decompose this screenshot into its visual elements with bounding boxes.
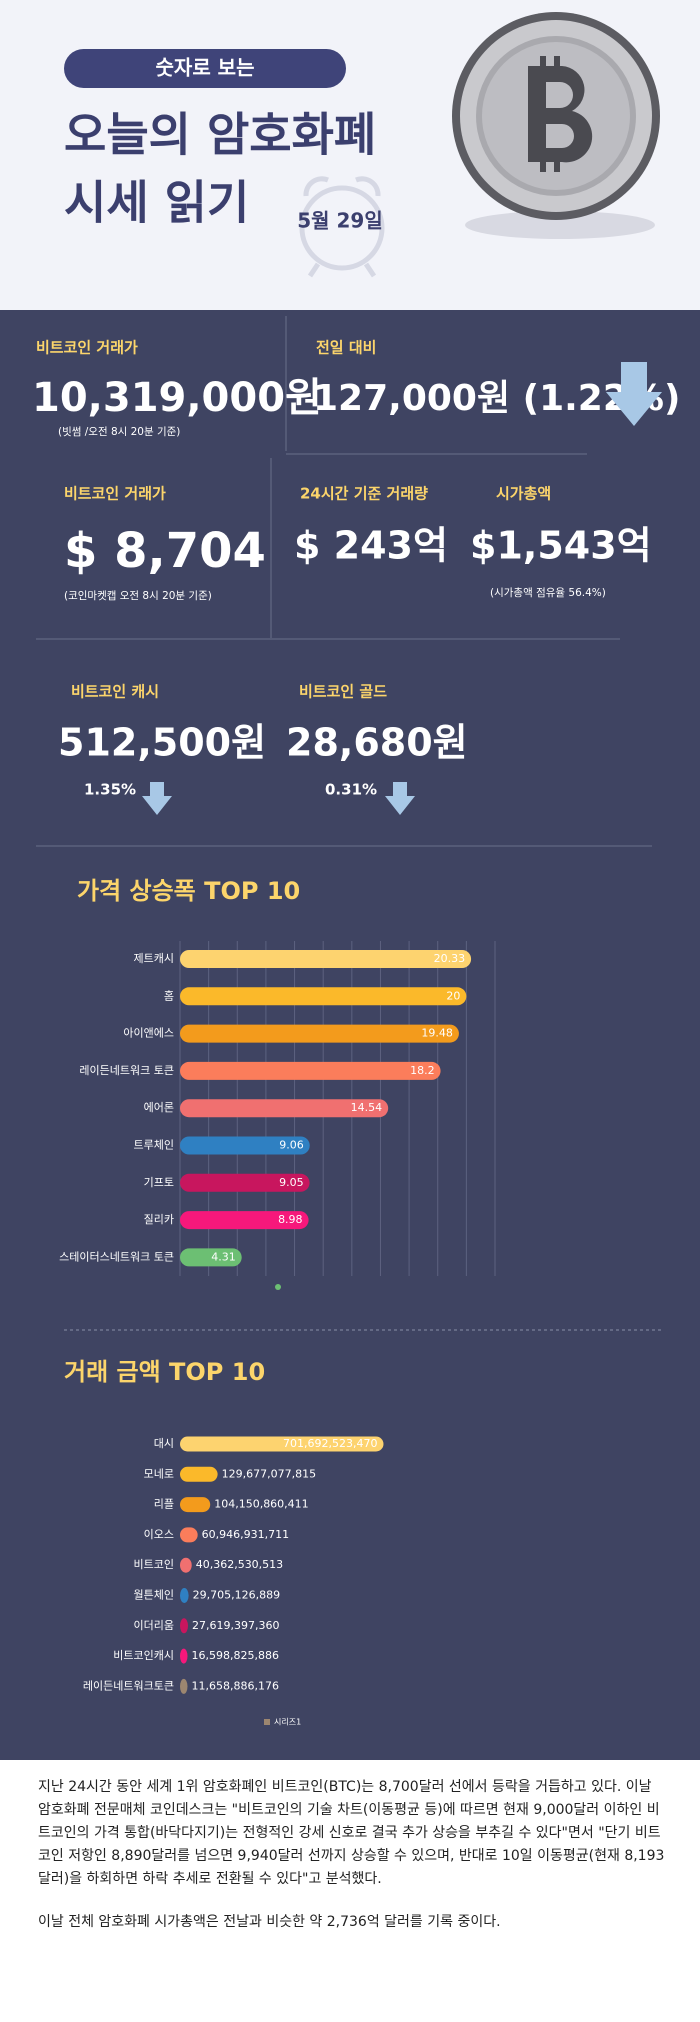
down-arrow [606,362,662,426]
bar [180,1099,389,1118]
legend-swatch [275,1284,281,1290]
bar [180,1211,309,1230]
legend-label: 시리즈1 [274,1718,301,1727]
down-arrow [385,782,415,815]
value-label: 16,598,825,886 [192,1649,279,1662]
bar [180,987,467,1006]
bar [180,1678,188,1694]
value-label: 9.06 [279,1139,304,1152]
legend-swatch [264,1719,270,1725]
category-label: 에어론 [144,1101,174,1114]
category-label: 홈 [164,988,174,1002]
value-label: 60,946,931,711 [202,1528,289,1541]
value-label: 20 [446,989,460,1002]
date: 5월 29일 [297,209,383,233]
value-label: 8.98 [278,1213,303,1226]
category-label: 트루체인 [134,1139,174,1152]
category-label: 질리카 [144,1213,174,1226]
category-label: 아이앤에스 [123,1027,174,1040]
title-line: 오늘의 암호화폐 [64,108,376,162]
category-label: 비트코인 [134,1558,174,1571]
stat-note: (코인마켓캡 오전 8시 20분 기준) [64,590,212,602]
bitcoin-coin [452,12,660,239]
stat-value: $ 243억 [294,524,448,568]
bar [180,1136,310,1155]
chart-title: 가격 상승폭 TOP 10 [77,877,300,905]
bar [180,1618,189,1634]
stat-label: 전일 대비 [316,339,376,357]
chart-title: 거래 금액 TOP 10 [64,1358,265,1386]
value-label: 19.48 [421,1027,453,1040]
value-label: 9.05 [279,1176,304,1189]
stat-label: 비트코인 거래가 [64,485,166,503]
category-label: 이더리움 [134,1619,174,1632]
bar [180,950,472,968]
bar [180,1024,459,1043]
category-label: 비트코인캐시 [113,1649,174,1662]
article: 지난 24시간 동안 세계 1위 암호화폐인 비트코인(BTC)는 8,700달… [38,1776,666,1954]
bar [180,1436,384,1452]
bar [180,1648,188,1664]
bar [180,1557,192,1573]
category-label: 스테이터스네트워크 토큰 [59,1250,174,1263]
badge-bg [64,49,346,88]
stat-label: 시가총액 [496,485,551,503]
value-label: 18.2 [410,1064,435,1077]
stat-value: $1,543억 [470,524,652,568]
bar [180,1248,242,1267]
paragraph: 이날 전체 암호화폐 시가총액은 전날과 비슷한 약 2,736억 달러를 기록… [38,1914,501,1930]
value-label: 29,705,126,889 [193,1589,280,1602]
value-label: 104,150,860,411 [214,1498,308,1511]
bar [180,1588,189,1603]
stat-change: 1.35% [84,781,136,799]
category-label: 대시 [154,1437,174,1450]
bar [180,1466,218,1482]
value-label: 129,677,077,815 [222,1467,316,1480]
category-label: 이오스 [144,1528,174,1541]
bar [180,1527,198,1543]
category-label: 레이든네트워크 토큰 [79,1064,174,1077]
clock-icon [299,176,385,278]
stat-label: 비트코인 거래가 [36,339,138,357]
stat-note: (시가총액 점유율 56.4%) [490,587,606,599]
stat-change: 0.31% [325,781,377,799]
category-label: 레이든네트워크토큰 [83,1679,174,1692]
paragraph: 지난 24시간 동안 세계 1위 암호화폐인 비트코인(BTC)는 8,700달… [38,1779,665,1887]
stat-label: 비트코인 캐시 [71,683,159,701]
category-label: 모네로 [144,1467,174,1480]
category-label: 기프토 [144,1176,174,1189]
bar [180,1061,441,1080]
stat-note: (빗썸 /오전 8시 20분 기준) [58,426,180,438]
stat-value: 10,319,000원 [32,375,322,421]
value-label: 27,619,397,360 [192,1619,279,1632]
value-label: 11,658,886,176 [192,1679,279,1692]
stat-value: 512,500원 [58,721,266,765]
category-label: 제트캐시 [134,952,174,965]
bar [180,1173,310,1192]
value-label: 14.54 [351,1101,383,1114]
category-label: 월튼체인 [134,1589,174,1602]
down-arrow [142,782,172,815]
category-label: 리플 [154,1498,174,1511]
stat-value: $ 8,704 [64,523,266,579]
value-label: 40,362,530,513 [196,1558,283,1571]
value-label: 701,692,523,470 [283,1437,377,1450]
value-label: 20.33 [434,952,466,965]
bar [180,1497,211,1513]
value-label: 4.31 [211,1250,236,1263]
infographic: 숫자로 보는 오늘의 암호화폐 시세 읽기 5월 29일 비트코인 거래가 10… [0,0,700,1760]
stat-value: 28,680원 [286,721,468,765]
title-line: 시세 읽기 [64,176,249,230]
badge: 숫자로 보는 [156,56,255,80]
stat-label: 24시간 기준 거래량 [300,485,428,503]
stat-label: 비트코인 골드 [299,683,387,701]
